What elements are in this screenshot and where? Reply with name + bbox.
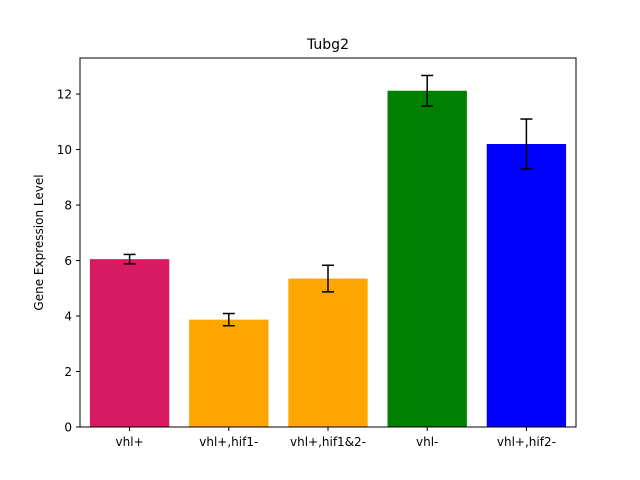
- y-axis-label: Gene Expression Level: [32, 174, 46, 310]
- y-tick-label: 8: [64, 199, 72, 213]
- x-axis: vhl+ vhl+,hif1- vhl+,hif1&2- vhl-vhl+,hif2-: [116, 427, 556, 449]
- bar: [288, 278, 368, 427]
- chart-title: Tubg2: [306, 37, 349, 53]
- y-axis: 0 2 4 6 8 10 12: [57, 88, 80, 435]
- y-tick-label: 12: [57, 88, 72, 102]
- y-tick-label: 6: [64, 254, 72, 268]
- x-tick-label: vhl-: [416, 435, 438, 449]
- plot-frame: [79, 57, 577, 428]
- x-tick-label: vhl+: [116, 435, 144, 449]
- x-tick-label: vhl+,hif2-: [497, 435, 556, 449]
- bar: [189, 319, 269, 427]
- x-tick-label: vhl+,hif1-: [199, 435, 258, 449]
- y-tick-label: 0: [64, 421, 72, 435]
- bars-group: [89, 90, 567, 428]
- x-tick-label: vhl+,hif1&2-: [290, 435, 366, 449]
- bar: [486, 144, 567, 428]
- bar: [89, 259, 170, 427]
- bar: [387, 90, 467, 427]
- y-tick-label: 4: [64, 310, 72, 324]
- y-tick-label: 2: [64, 365, 72, 379]
- y-tick-label: 10: [57, 143, 72, 157]
- error-bars-group: [123, 74, 533, 327]
